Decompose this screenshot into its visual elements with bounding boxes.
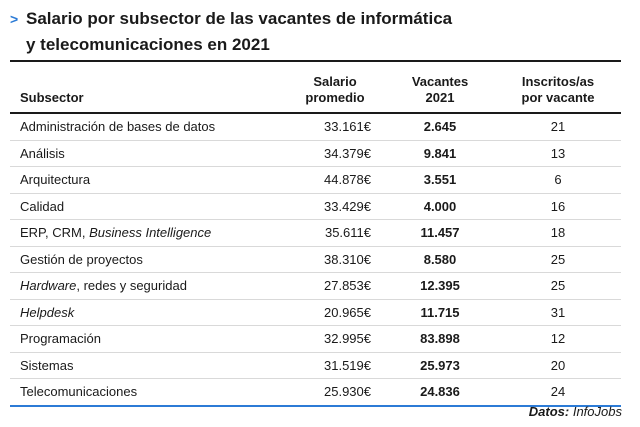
header-subsector: Subsector [10,62,285,114]
cell-vacantes: 24.836 [420,384,460,400]
cell-subsector: Análisis [10,140,285,167]
cell-subsector: Helpdesk [10,299,285,326]
cell-vacantes: 83.898 [385,325,495,353]
cell-subsector: Gestión de proyectos [10,246,285,273]
cell-salario: 35.611€ [285,219,385,247]
title-line-2: y telecomunicaciones en 2021 [10,32,630,57]
cell-subsector: Administración de bases de datos [10,113,285,141]
table-row: Calidad 33.429€ 4.000 16 [10,193,621,220]
cell-inscritos: 12 [495,325,621,353]
cell-salario: 33.161€ [285,113,385,141]
subsector-text-part: , redes y seguridad [76,278,187,294]
cell-salario: 31.519€ [285,352,385,379]
data-table-container: Subsector Salario promedio Vacantes 2021… [10,60,621,407]
source-value: InfoJobs [572,404,622,419]
cell-inscritos: 20 [495,352,621,379]
cell-vacantes: 2.645 [385,113,495,141]
header-inscritos: Inscritos/as por vacante [495,62,621,114]
cell-inscritos: 25 [495,246,621,273]
cell-salario: 20.965€ [285,299,385,326]
cell-inscritos: 21 [495,113,621,141]
title-text-2: y telecomunicaciones en 2021 [26,35,270,54]
cell-inscritos: 18 [495,219,621,247]
chevron-right-icon: > [10,11,19,27]
cell-subsector: Sistemas [10,352,285,379]
cell-inscritos: 13 [495,140,621,167]
cell-vacantes: 11.457 [385,219,495,247]
data-table: Subsector Salario promedio Vacantes 2021… [10,62,621,405]
title-line-1: > Salario por subsector de las vacantes d… [10,6,630,32]
cell-vacantes: 4.000 [385,193,495,220]
subsector-text-part: ERP, CRM, [20,225,90,241]
cell-subsector: Hardware, redes y seguridad [10,272,285,300]
table-bottom-rule [10,404,621,407]
table-row: Hardware, redes y seguridad 27.853€ 12.395… [10,272,621,300]
cell-inscritos: 16 [495,193,621,220]
cell-vacantes: 9.841 [385,140,495,167]
cell-salario: 32.995€ [285,325,385,353]
table-row: Administración de bases de datos 33.161€ 2… [10,113,621,141]
cell-subsector: Calidad [10,193,285,220]
table-row: Gestión de proyectos 38.310€ 8.580 25 [10,246,621,273]
cell-inscritos: 24 [550,384,566,400]
table-row: Helpdesk 20.965€ 11.715 31 [10,299,621,326]
cell-inscritos: 25 [495,272,621,300]
cell-vacantes: 25.973 [385,352,495,379]
cell-inscritos: 6 [495,166,621,194]
cell-salario: 38.310€ [285,246,385,273]
cell-salario: 25.930€ [324,384,371,400]
table-top-rule [10,60,621,62]
table-row: Programación 32.995€ 83.898 12 [10,325,621,353]
chart-title: > Salario por subsector de las vacantes d… [10,6,630,57]
table-body: Administración de bases de datos 33.161€ 2… [10,113,621,405]
cell-inscritos: 31 [495,299,621,326]
subsector-text-part: Business Intelligence [89,225,212,241]
table-row: Análisis 34.379€ 9.841 13 [10,140,621,167]
cell-subsector: Programación [10,325,285,353]
title-text-1: Salario por subsector de las vacantes de… [26,9,453,28]
cell-salario: 27.853€ [285,272,385,300]
table-header-row: Subsector Salario promedio Vacantes 2021… [10,62,621,114]
table-row: Arquitectura 44.878€ 3.551 6 [10,166,621,194]
cell-vacantes: 3.551 [385,166,495,194]
header-salario: Salario promedio [285,62,385,114]
source-label: Datos: [528,404,570,419]
table-row: Sistemas 31.519€ 25.973 20 [10,352,621,379]
cell-subsector: Telecomunicaciones [20,384,138,400]
table-row: ERP, CRM, Business Intelligence 35.611€ 11… [10,219,621,247]
cell-subsector: ERP, CRM, Business Intelligence [10,219,285,247]
source-note: Datos: InfoJobs [529,404,622,419]
cell-vacantes: 8.580 [385,246,495,273]
subsector-text-part: Hardware [20,278,77,294]
table-row: Telecomunicaciones 25.930€ 24.836 24 [10,379,621,405]
cell-subsector: Arquitectura [10,166,285,194]
header-vacantes: Vacantes 2021 [385,62,495,114]
cell-salario: 33.429€ [285,193,385,220]
cell-vacantes: 11.715 [385,299,495,326]
subsector-text-part: Helpdesk [20,304,75,320]
cell-salario: 44.878€ [285,166,385,194]
cell-vacantes: 12.395 [385,272,495,300]
cell-salario: 34.379€ [285,140,385,167]
